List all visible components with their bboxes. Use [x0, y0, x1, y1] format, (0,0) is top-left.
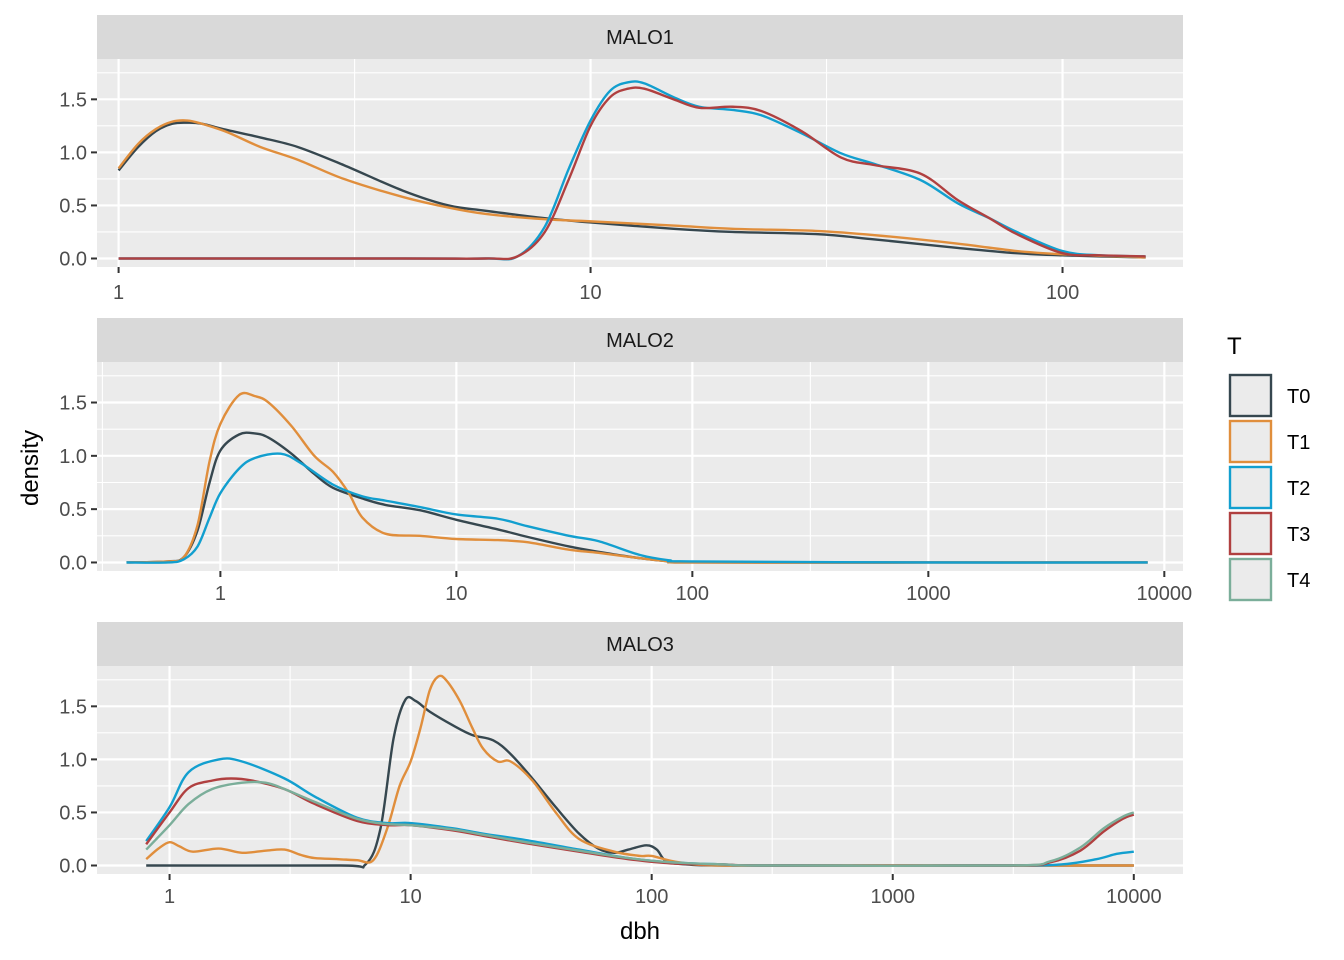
x-tick-label: 100 — [676, 583, 709, 605]
legend-label-t4: T4 — [1287, 570, 1310, 592]
panel-background — [97, 666, 1183, 874]
x-tick-label: 100 — [635, 886, 668, 908]
series-line-t0 — [117, 121, 1146, 259]
x-tick-label: 10 — [445, 583, 467, 605]
legend-key-t2 — [1228, 465, 1273, 510]
x-tick-label: 1 — [113, 282, 124, 304]
x-tick-label: 100 — [1046, 282, 1079, 304]
legend-label-t1: T1 — [1287, 432, 1310, 454]
y-axis-title: density — [17, 430, 44, 506]
x-tick-label: 1 — [215, 583, 226, 605]
facet-strip-label: MALO1 — [606, 27, 674, 49]
facet-strip — [97, 15, 1183, 59]
legend-key-t1 — [1228, 419, 1273, 464]
legend-key-background — [1229, 558, 1272, 601]
y-tick-label: 1.5 — [59, 89, 87, 111]
y-tick-label: 1.5 — [59, 696, 87, 718]
series-line-t3 — [118, 86, 1146, 261]
x-tick-label: 10 — [399, 886, 421, 908]
facet-strip-label: MALO3 — [606, 634, 674, 656]
y-tick-label: 1.5 — [59, 393, 87, 415]
y-tick-label: 0.5 — [59, 499, 87, 521]
legend-key-background — [1229, 512, 1272, 555]
legend-key-t0 — [1228, 373, 1273, 418]
x-axis-title: dbh — [620, 918, 660, 945]
legend-label-t0: T0 — [1287, 386, 1310, 408]
series-line-t1 — [145, 674, 1134, 867]
legend-key-t3 — [1228, 511, 1273, 556]
x-tick-label: 10 — [579, 282, 601, 304]
x-tick-label: 1000 — [906, 583, 951, 605]
x-tick-label: 10000 — [1137, 583, 1193, 605]
facet-strip — [97, 622, 1183, 666]
legend-label-t3: T3 — [1287, 524, 1310, 546]
y-tick-label: 0.5 — [59, 802, 87, 824]
y-tick-label: 0.5 — [59, 195, 87, 217]
series-line-t2 — [126, 452, 1148, 564]
panel-background — [97, 362, 1183, 571]
legend: T0 T1 T2 T3 T4 — [1228, 373, 1310, 602]
legend-title: T — [1227, 333, 1242, 360]
legend-key-t4 — [1228, 557, 1273, 602]
x-tick-label: 1000 — [870, 886, 915, 908]
legend-key-background — [1229, 420, 1272, 463]
y-tick-label: 1.0 — [59, 142, 87, 164]
x-tick-label: 1 — [164, 886, 175, 908]
y-tick-label: 1.0 — [59, 446, 87, 468]
panel-malo2: MALO2 0.0 0.5 1.0 1.5 1 10 100 1000 10000 — [59, 318, 1192, 605]
legend-key-background — [1229, 466, 1272, 509]
facet-strip — [97, 318, 1183, 362]
panel-malo3: MALO3 0.0 0.5 1.0 1.5 1 10 100 1000 10000 — [59, 622, 1183, 908]
y-tick-label: 1.0 — [59, 749, 87, 771]
panel-malo1: MALO1 0.0 0.5 1.0 1.5 1 10 100 — [59, 15, 1183, 304]
y-tick-label: 0.0 — [59, 249, 87, 271]
x-tick-label: 10000 — [1106, 886, 1162, 908]
legend-key-background — [1229, 374, 1272, 417]
series-line-t4 — [145, 780, 1135, 868]
y-tick-label: 0.0 — [59, 856, 87, 878]
series-line-t1 — [117, 119, 1146, 259]
facet-strip-label: MALO2 — [606, 330, 674, 352]
y-tick-label: 0.0 — [59, 552, 87, 574]
legend-label-t2: T2 — [1287, 478, 1310, 500]
